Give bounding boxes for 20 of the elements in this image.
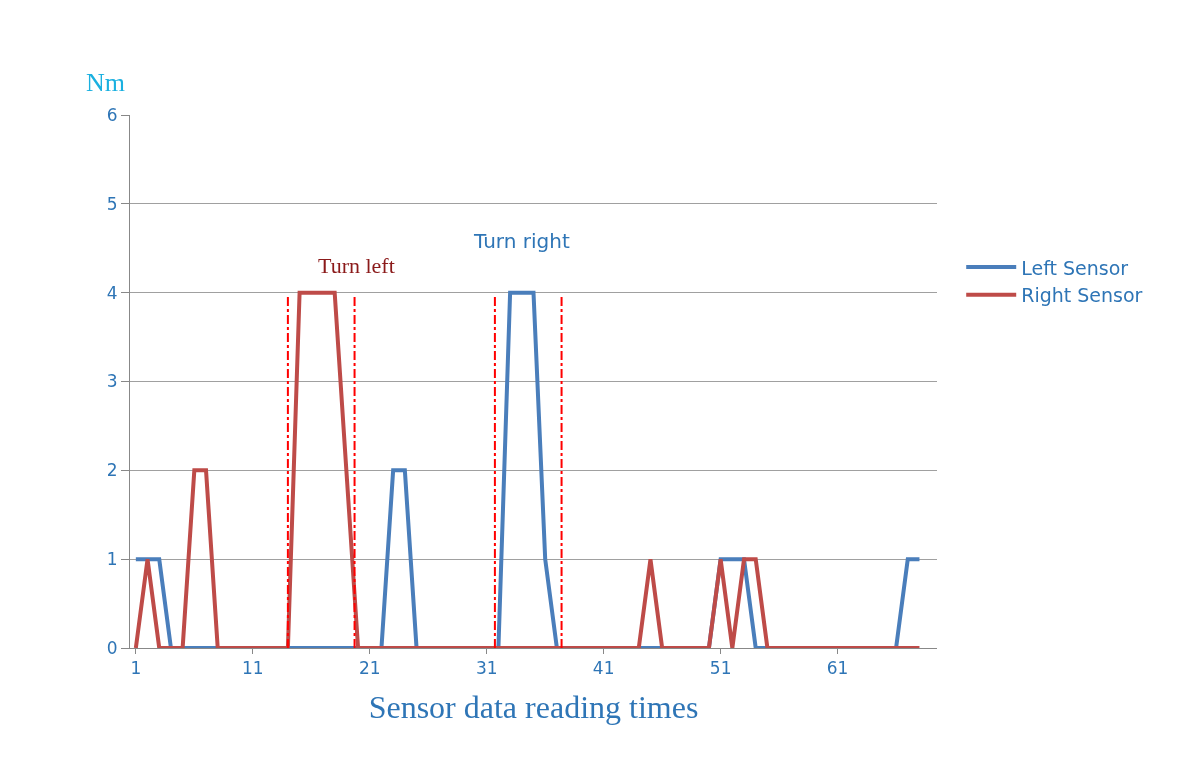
- annotation: Turn right: [473, 229, 570, 253]
- x-axis-title: Sensor data reading times: [368, 689, 699, 726]
- y-tick-label: 6: [106, 104, 118, 125]
- x-tick-label: 11: [241, 658, 264, 679]
- legend-label: Left Sensor: [1021, 256, 1129, 279]
- y-tick-label: 2: [106, 460, 118, 481]
- x-tick-label: 51: [709, 658, 732, 679]
- y-tick-label: 3: [106, 371, 118, 392]
- y-tick-label: 5: [106, 193, 118, 214]
- x-tick-label: 61: [826, 658, 849, 679]
- y-tick-label: 0: [106, 637, 118, 658]
- x-tick-label: 1: [130, 658, 142, 679]
- x-tick-label: 41: [592, 658, 615, 679]
- x-tick-label: 21: [358, 658, 381, 679]
- y-tick-label: 4: [106, 282, 118, 303]
- legend-label: Right Sensor: [1021, 284, 1143, 307]
- x-tick-label: 31: [475, 658, 498, 679]
- y-tick-label: 1: [106, 549, 118, 570]
- annotation: Turn left: [318, 253, 395, 278]
- y-axis-title: Nm: [86, 68, 125, 97]
